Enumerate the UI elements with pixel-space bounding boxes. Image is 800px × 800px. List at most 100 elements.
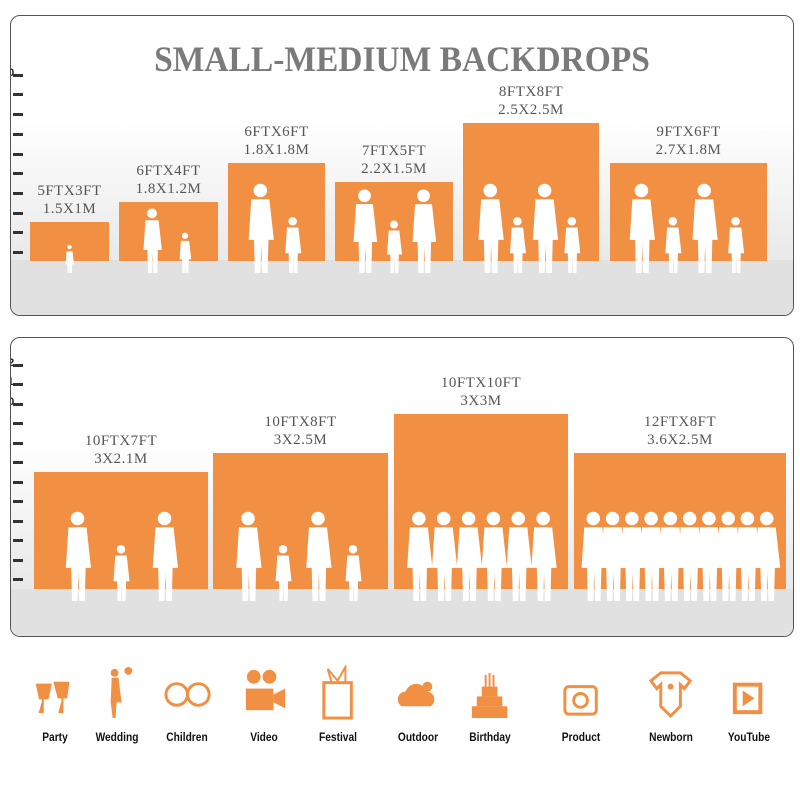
axis-tick: 12 [11, 357, 23, 369]
person-silhouette [345, 545, 362, 601]
use-case-wedding: Wedding [82, 665, 152, 744]
axis-tick: 10 [11, 67, 23, 79]
person-silhouette [629, 183, 655, 273]
person-silhouette [531, 511, 557, 601]
use-case-youtube: YouTube [714, 665, 784, 744]
people-silhouettes [478, 183, 581, 273]
person-silhouette [407, 511, 433, 601]
use-case-label: Product [561, 730, 601, 744]
people-silhouettes [236, 511, 362, 601]
axis-tick: 11 [11, 376, 23, 388]
person-silhouette [692, 183, 718, 273]
people-silhouettes [248, 183, 302, 273]
person-silhouette [481, 511, 507, 601]
use-case-newborn: Newborn [636, 665, 706, 744]
person-silhouette [431, 511, 458, 601]
use-case-label: Festival [318, 730, 357, 744]
backdrop-size-label: 6FTX4FT 1.8X1.2M [135, 162, 202, 197]
use-case-label: Children [166, 730, 208, 744]
person-silhouette [478, 183, 504, 273]
person-silhouette [564, 217, 581, 273]
people-silhouettes [143, 208, 192, 273]
backdrop-size-label: 7FTX5FT 2.2X1.5M [361, 143, 427, 178]
person-silhouette [143, 208, 162, 273]
axis-tick: 10 [11, 396, 23, 408]
person-silhouette [600, 511, 627, 601]
use-case-product: Product [546, 665, 616, 744]
person-silhouette [65, 511, 92, 601]
cloud-icon [398, 681, 435, 707]
person-silhouette [697, 511, 723, 601]
backdrop-size-label: 6FTX6FT 1.8X1.8M [243, 123, 310, 158]
person-silhouette [735, 511, 761, 601]
person-silhouette [581, 511, 607, 601]
person-silhouette [248, 183, 274, 273]
person-silhouette [353, 189, 378, 273]
person-silhouette [658, 511, 684, 601]
floor [11, 260, 793, 315]
use-case-outdoor: Outdoor [383, 665, 453, 744]
person-silhouette [620, 511, 646, 601]
people-silhouettes [407, 511, 557, 601]
people-silhouettes [353, 189, 437, 273]
use-case-label: Newborn [649, 730, 693, 744]
use-case-label: Birthday [469, 730, 511, 744]
people-silhouettes [65, 244, 74, 273]
use-case-label: Party [42, 730, 68, 744]
backdrop-size-label: 12FTX8FT 3.6X2.5M [643, 413, 717, 448]
person-silhouette [387, 220, 402, 273]
person-silhouette [716, 511, 742, 601]
page-title: SMALL-MEDIUM BACKDROPS [154, 39, 650, 79]
small-backdrops-panel: SMALL-MEDIUM BACKDROPS 123456789105FTX3F… [10, 15, 794, 316]
person-silhouette [412, 189, 437, 273]
backdrop-size-label: 10FTX7FT 3X2.1M [84, 433, 158, 467]
birthday-cake-icon [472, 672, 508, 719]
children-faces-icon [164, 682, 211, 707]
use-case-party: Party [20, 665, 90, 744]
floor [11, 589, 793, 636]
use-cases-row: Party Wedding Children Video Festival Outdoor… [0, 665, 800, 755]
medium-backdrops-panel: 12345678910111210FTX7FT3X2.1M10FTX8FT3X2… [10, 337, 794, 637]
play-button-icon [733, 682, 763, 715]
gift-box-icon [322, 665, 354, 720]
person-silhouette [275, 545, 292, 601]
person-silhouette [456, 511, 483, 601]
video-camera-icon [246, 669, 286, 711]
use-case-birthday: Birthday [455, 665, 525, 744]
person-silhouette [152, 511, 179, 601]
person-silhouette [509, 217, 526, 273]
person-silhouette [532, 183, 559, 273]
backdrop-size-label: 9FTX6FT 2.7X1.8M [655, 123, 722, 158]
use-case-label: Video [250, 730, 278, 744]
people-silhouettes [629, 183, 745, 273]
backdrop-size-label: 10FTX10FT 3X3M [440, 374, 522, 409]
use-case-label: Wedding [95, 730, 139, 744]
use-case-children: Children [152, 665, 222, 744]
people-silhouettes [581, 511, 781, 601]
person-silhouette [113, 545, 130, 601]
person-silhouette [639, 511, 665, 601]
person-silhouette [754, 511, 781, 601]
people-silhouettes [65, 511, 179, 601]
person-silhouette [236, 511, 262, 601]
use-case-label: Outdoor [397, 730, 439, 744]
person-silhouette [179, 232, 192, 273]
backdrop-size-label: 5FTX3FT 1.5X1M [37, 182, 102, 217]
cheers-glasses-icon [36, 681, 70, 714]
camera-icon [563, 685, 599, 716]
wedding-couple-icon [111, 666, 133, 719]
person-silhouette [306, 511, 332, 601]
person-silhouette [506, 511, 532, 601]
backdrop-size-label: 10FTX8FT 3X2.5M [264, 413, 337, 448]
backdrop-bar [119, 201, 218, 261]
person-silhouette [677, 511, 704, 601]
person-silhouette [728, 217, 745, 273]
person-silhouette [665, 217, 682, 273]
person-silhouette [65, 244, 74, 273]
baby-onesie-icon [649, 671, 693, 719]
backdrop-size-label: 8FTX8FT 2.5X2.5M [498, 84, 564, 119]
use-case-festival: Festival [303, 665, 373, 744]
person-silhouette [285, 217, 302, 273]
use-case-video: Video [229, 665, 299, 744]
use-case-label: YouTube [727, 730, 771, 744]
